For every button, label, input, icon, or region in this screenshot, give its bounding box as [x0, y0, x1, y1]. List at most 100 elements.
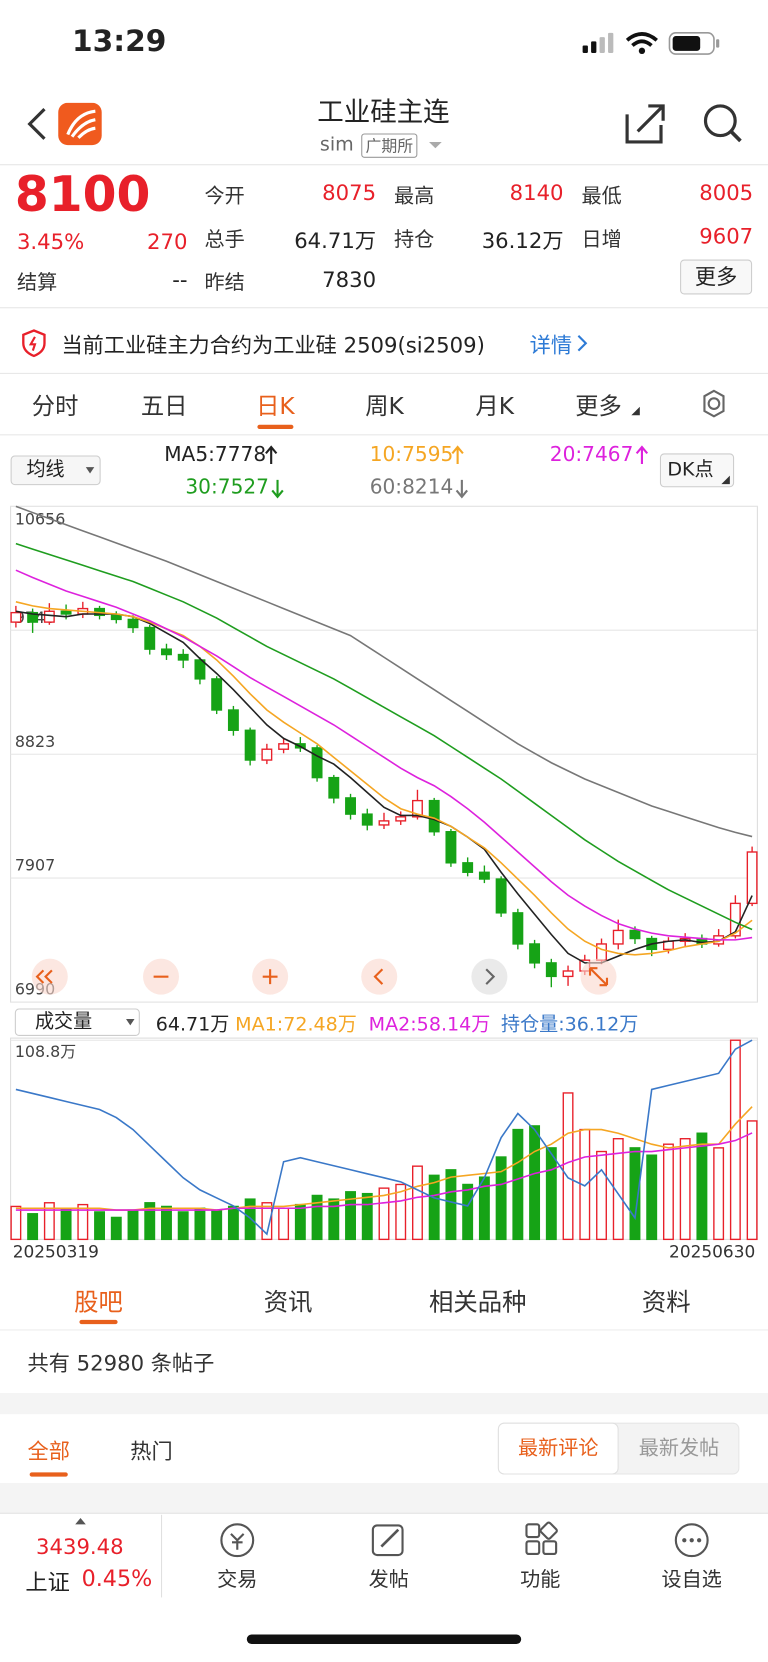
- tab-underline: [79, 1319, 118, 1325]
- divider: [0, 434, 768, 436]
- forum-tab[interactable]: 相关品种: [429, 1289, 527, 1317]
- candle-body: [278, 743, 290, 750]
- y-tick-label: 10656: [15, 509, 66, 528]
- volume-selector[interactable]: 成交量: [14, 1008, 140, 1036]
- forum-tab[interactable]: 资讯: [263, 1289, 313, 1317]
- candle-body: [60, 610, 72, 615]
- field-value: 64.71万: [294, 227, 377, 254]
- ma-line: [15, 601, 753, 956]
- trend-arrow: [271, 479, 284, 499]
- period-tab[interactable]: 月K: [475, 394, 514, 421]
- period-tab[interactable]: 五日: [140, 394, 188, 421]
- period-tab[interactable]: 更多: [575, 394, 622, 421]
- notice-link[interactable]: 详情: [529, 332, 573, 359]
- settle: --: [172, 266, 188, 293]
- volume-bar: [646, 1154, 658, 1241]
- chart-control: [471, 958, 508, 995]
- tab-underline: [257, 424, 294, 430]
- header-left[interactable]: [21, 102, 116, 150]
- chart-control-icon: [588, 967, 609, 987]
- last-price: 8100: [14, 165, 151, 223]
- volume-bar: [562, 1092, 574, 1241]
- volume-bar: [311, 1194, 323, 1241]
- chart-control-icon: [373, 968, 384, 985]
- index-name: 上证: [25, 1569, 70, 1596]
- period-tab[interactable]: 分时: [31, 394, 79, 421]
- volume-bar: [94, 1211, 106, 1241]
- candle-body: [395, 816, 407, 822]
- volume-tick-label: 108.8万: [15, 1042, 76, 1061]
- volume-bar: [294, 1203, 306, 1241]
- volume-bar: [746, 1120, 758, 1241]
- divider: [161, 1514, 163, 1598]
- period-tab[interactable]: 周K: [365, 394, 404, 421]
- volume-bar: [43, 1202, 55, 1241]
- candle-body: [127, 618, 139, 629]
- more-button[interactable]: 更多: [680, 259, 753, 295]
- candle-body: [328, 776, 340, 799]
- volume-bar: [612, 1138, 624, 1241]
- candle-body: [211, 678, 223, 711]
- candle-body: [378, 820, 390, 826]
- bottom-item[interactable]: 设自选: [661, 1567, 722, 1592]
- volume-bar: [428, 1174, 440, 1241]
- volume-bar: [227, 1205, 239, 1241]
- settings-icon[interactable]: [699, 389, 729, 419]
- candle-body: [43, 610, 55, 623]
- candle-body: [345, 797, 356, 815]
- volume-bar: [596, 1150, 607, 1241]
- volume-bar: [412, 1165, 423, 1241]
- trend-arrow: [265, 445, 278, 464]
- sub-tab[interactable]: 全部: [27, 1438, 70, 1464]
- volume-bar: [278, 1207, 290, 1241]
- field-label: 最低: [581, 184, 622, 208]
- sort-option[interactable]: 最新发帖: [638, 1436, 720, 1460]
- dk-button[interactable]: DK点: [659, 453, 735, 488]
- notice-icon: [22, 329, 46, 358]
- ma-label: 20:7467: [549, 442, 634, 467]
- volume-bar: [445, 1169, 457, 1241]
- ma-line: [15, 505, 753, 838]
- candle-body: [612, 929, 624, 945]
- forum-tab[interactable]: 股吧: [74, 1289, 123, 1317]
- index-change: 0.45%: [81, 1565, 153, 1592]
- status-time: 13:29: [72, 23, 167, 59]
- volume-bar: [328, 1198, 340, 1241]
- candle-body: [261, 748, 273, 761]
- field-label: 持仓: [394, 227, 435, 252]
- volume-bar: [662, 1143, 674, 1241]
- candle-body: [161, 648, 172, 656]
- volume-label: MA1:72.48万: [235, 1013, 357, 1036]
- candle-body: [512, 912, 524, 945]
- volume-ma-line: [15, 1132, 753, 1211]
- sub-tab[interactable]: 热门: [130, 1438, 173, 1464]
- field-value: 8005: [699, 180, 754, 206]
- bottom-item[interactable]: 功能: [520, 1567, 561, 1592]
- exchange-caret: [429, 141, 442, 149]
- bottom-item[interactable]: 发帖: [368, 1567, 409, 1592]
- volume-bar: [529, 1125, 541, 1241]
- volume-bar: [495, 1156, 507, 1241]
- sort-option[interactable]: 最新评论: [497, 1422, 619, 1475]
- field-label: 今开: [204, 184, 245, 208]
- candle-body: [445, 831, 457, 864]
- period-tab[interactable]: 日K: [256, 394, 295, 421]
- bottom-item[interactable]: 交易: [217, 1567, 258, 1592]
- index-value: 3439.48: [36, 1533, 124, 1560]
- ma-label: 60:8214: [369, 475, 454, 499]
- field-label: 最高: [394, 184, 435, 208]
- candle-body: [495, 878, 507, 914]
- caret: [126, 1019, 135, 1026]
- header-actions[interactable]: [623, 102, 750, 146]
- header-exchange[interactable]: 广期所: [361, 133, 418, 158]
- divider: [0, 307, 768, 309]
- status-icons: [582, 32, 720, 55]
- ma-selector[interactable]: 均线: [10, 455, 101, 486]
- forum-tab[interactable]: 资料: [641, 1289, 691, 1317]
- field-label: 总手: [204, 227, 245, 252]
- volume-bar: [378, 1187, 390, 1241]
- y-tick-label: 8823: [15, 732, 55, 751]
- settle-label: 结算: [16, 271, 58, 295]
- volume-bar: [110, 1216, 122, 1241]
